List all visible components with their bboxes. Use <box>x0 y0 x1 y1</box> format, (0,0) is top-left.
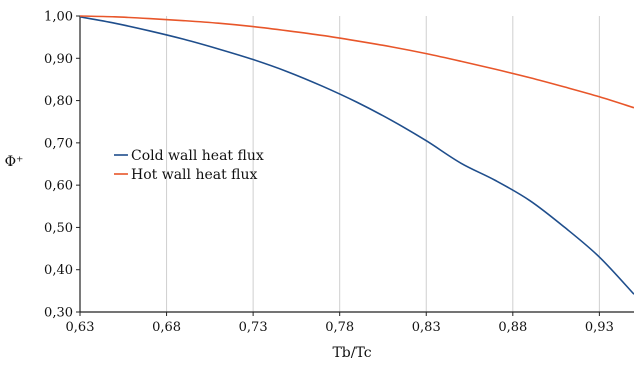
y-tick-label: 0,40 <box>44 263 73 278</box>
x-tick-label: 0,63 <box>66 320 95 335</box>
x-tick-label: 0,88 <box>498 320 527 335</box>
legend: Cold wall heat flux Hot wall heat flux <box>114 148 264 183</box>
x-tick-label: 0,83 <box>412 320 441 335</box>
axes <box>76 15 634 316</box>
x-tick-label: 0,93 <box>585 320 614 335</box>
x-tick-label: 0,73 <box>239 320 268 335</box>
x-tick-label: 0,68 <box>152 320 181 335</box>
tick-labels: 0,30 0,40 0,50 0,60 0,70 0,80 0,90 1,00 0,63 0,68… <box>44 10 614 336</box>
y-tick-label: 0,60 <box>44 179 73 194</box>
grid <box>166 16 600 312</box>
series-line-hot-wall-heat-flux <box>79 15 634 109</box>
y-tick-label: 0,90 <box>44 52 73 67</box>
x-axis-title: Tb/Tc <box>332 345 371 361</box>
series-line-cold-wall-heat-flux <box>79 16 634 295</box>
x-tick-label: 0,78 <box>325 320 354 335</box>
y-tick-label: 1,00 <box>44 10 73 25</box>
legend-label-cold-wall-heat-flux: Cold wall heat flux <box>131 148 264 164</box>
legend-label-hot-wall-heat-flux: Hot wall heat flux <box>131 167 258 183</box>
y-tick-label: 0,50 <box>44 221 73 236</box>
y-tick-label: 0,70 <box>44 136 73 151</box>
y-axis-title: Φ⁺ <box>5 154 24 170</box>
y-tick-label: 0,30 <box>44 306 73 321</box>
y-tick-label: 0,80 <box>44 94 73 109</box>
series <box>79 15 634 295</box>
